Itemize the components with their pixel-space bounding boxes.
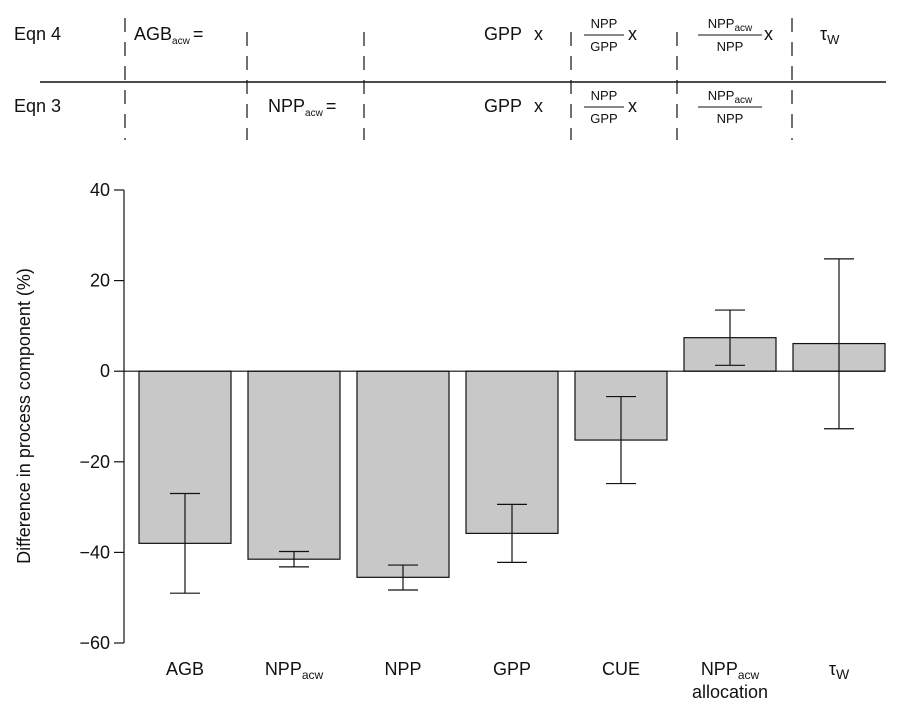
eqn4-alloc-denominator: NPP bbox=[717, 39, 744, 54]
y-tick-label: 40 bbox=[90, 180, 110, 200]
eqn4-cue-denominator: GPP bbox=[590, 39, 617, 54]
eqn3-gpp: GPP bbox=[484, 96, 522, 116]
eqn3-label: Eqn 3 bbox=[14, 96, 61, 116]
eqn4-label: Eqn 4 bbox=[14, 24, 61, 44]
y-tick-label: 0 bbox=[100, 361, 110, 381]
x-tick-label: NPPacw bbox=[265, 659, 324, 682]
eqn4-times-1: x bbox=[534, 24, 543, 44]
y-tick-label: −20 bbox=[79, 452, 110, 472]
eqn4-gpp: GPP bbox=[484, 24, 522, 44]
eqn4-times-2: x bbox=[628, 24, 637, 44]
eqn3-alloc-denominator: NPP bbox=[717, 111, 744, 126]
x-tick-label: NPPacw bbox=[701, 659, 760, 682]
y-tick-label: −40 bbox=[79, 542, 110, 562]
x-tick-label: AGB bbox=[166, 659, 204, 679]
eqn4-times-3: x bbox=[764, 24, 773, 44]
bar bbox=[247, 370, 341, 560]
equation-header: Eqn 4 AGBacw = GPP x NPP GPP x NPPacw NPP… bbox=[14, 16, 886, 140]
eqn4-tau: τW bbox=[820, 24, 840, 47]
bar bbox=[356, 370, 450, 578]
y-tick-label: 20 bbox=[90, 271, 110, 291]
eqn4-cue-numerator: NPP bbox=[591, 16, 618, 31]
x-tick-label: CUE bbox=[602, 659, 640, 679]
x-tick-label: GPP bbox=[493, 659, 531, 679]
eqn3-cue-denominator: GPP bbox=[590, 111, 617, 126]
eqn3-alloc-numerator: NPPacw bbox=[708, 88, 753, 106]
x-tick-label-line2: allocation bbox=[692, 682, 768, 702]
eqn3-cue-numerator: NPP bbox=[591, 88, 618, 103]
eqn3-times-1: x bbox=[534, 96, 543, 116]
x-tick-label: NPP bbox=[384, 659, 421, 679]
eqn4-alloc-numerator: NPPacw bbox=[708, 16, 753, 34]
x-tick-label: τW bbox=[829, 659, 850, 682]
y-tick-label: −60 bbox=[79, 633, 110, 653]
eqn3-times-2: x bbox=[628, 96, 637, 116]
eqn4-lhs: AGBacw = bbox=[134, 24, 203, 47]
bar-chart: Difference in process component (%) 40 20… bbox=[14, 180, 886, 702]
eqn3-lhs: NPPacw = bbox=[268, 96, 336, 119]
y-axis-label: Difference in process component (%) bbox=[14, 268, 34, 564]
